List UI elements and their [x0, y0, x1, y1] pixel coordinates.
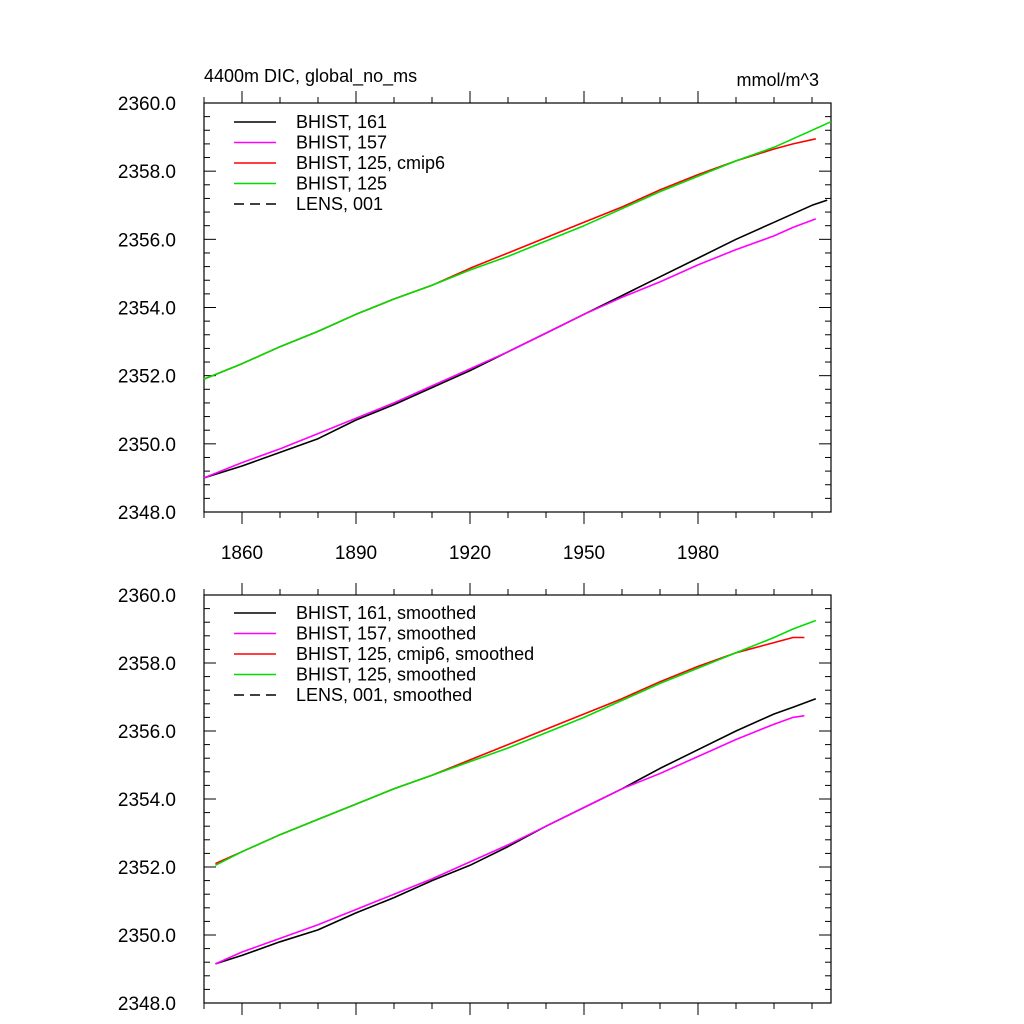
y-tick-label: 2356.0 [118, 722, 176, 743]
series-line [203, 120, 832, 380]
y-tick-label: 2358.0 [118, 654, 176, 675]
x-tick-label: 1980 [677, 543, 719, 564]
y-tick-label: 2358.0 [118, 162, 176, 183]
bottom-panel: 2348.0 2350.0 2352.0 2354.0 2356.0 2358.0 2360… [118, 583, 832, 1015]
legend-label: BHIST, 125, cmip6, smoothed [296, 644, 534, 664]
legend-label: BHIST, 161, smoothed [296, 603, 476, 623]
y-tick-label: 2348.0 [118, 994, 176, 1015]
y-tick-label: 2350.0 [118, 435, 176, 456]
x-tick-label: 1950 [563, 543, 605, 564]
legend-label: BHIST, 157 [296, 133, 387, 153]
y-tick-label: 2354.0 [118, 299, 176, 320]
x-tick-label: 1920 [449, 543, 491, 564]
legend-label: BHIST, 125, cmip6 [296, 153, 445, 173]
x-tick-label: 1890 [335, 543, 377, 564]
legend-label: LENS, 001 [296, 194, 383, 214]
y-tick-label: 2350.0 [118, 926, 176, 947]
legend-label: BHIST, 125 [296, 174, 387, 194]
series-line [215, 697, 817, 965]
chart-title: 4400m DIC, global_no_ms [204, 66, 417, 87]
legend-label: BHIST, 125, smoothed [296, 665, 476, 685]
y-tick-label: 2352.0 [118, 858, 176, 879]
y-tick-label: 2360.0 [118, 586, 176, 607]
legend-label: LENS, 001, smoothed [296, 685, 472, 705]
y-tick-label: 2356.0 [118, 230, 176, 251]
legend-label: BHIST, 157, smoothed [296, 624, 476, 644]
y-tick-label: 2352.0 [118, 367, 176, 388]
series-line [215, 714, 805, 965]
x-tick-label: 1860 [221, 543, 263, 564]
y-tick-label: 2348.0 [118, 503, 176, 524]
y-tick-label: 2360.0 [118, 94, 176, 115]
units-label: mmol/m^3 [737, 70, 819, 90]
top-panel: 4400m DIC, global_no_ms mmol/m^3 2348.0 2… [118, 66, 832, 564]
series-line [203, 218, 817, 479]
legend-label: BHIST, 161 [296, 112, 387, 132]
series-line [215, 619, 817, 867]
y-tick-label: 2354.0 [118, 790, 176, 811]
